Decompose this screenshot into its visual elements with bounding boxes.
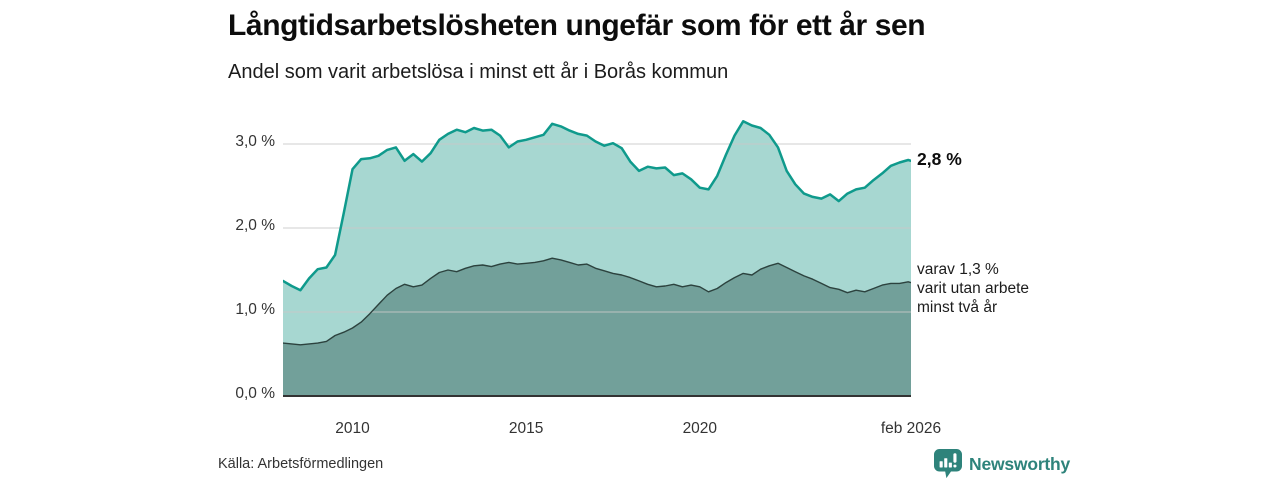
- x-tick-label: 2020: [682, 420, 718, 437]
- y-tick-label: 3,0 %: [235, 133, 275, 150]
- newsworthy-logo-icon: [934, 449, 962, 479]
- area-fill-1: [283, 258, 911, 396]
- x-tick-label: 2015: [508, 420, 544, 437]
- chart-title: Långtidsarbetslösheten ungefär som för e…: [228, 9, 926, 42]
- series-line: [283, 257, 911, 346]
- y-tick-label: 0,0 %: [235, 385, 275, 402]
- x-tick-label: feb 2026: [880, 420, 942, 437]
- area-chart-svg: [283, 120, 911, 397]
- newsworthy-brand-link[interactable]: Newsworthy: [934, 449, 1070, 479]
- source-note: Källa: Arbetsförmedlingen: [218, 456, 384, 472]
- y-tick-label: 2,0 %: [235, 217, 275, 234]
- series-line: [283, 120, 911, 292]
- chart-subtitle: Andel som varit arbetslösa i minst ett å…: [228, 61, 729, 83]
- gridlines: [283, 143, 911, 313]
- series-area-fills: [283, 121, 911, 397]
- series-lines: [283, 120, 911, 346]
- y-tick-label: 1,0 %: [235, 301, 275, 318]
- brand-name: Newsworthy: [969, 453, 1071, 474]
- x-tick-label: 2010: [335, 420, 370, 437]
- annotation-latest-value: 2,8 %: [917, 148, 962, 169]
- annotation-subseries: varav 1,3 % varit utan arbete minst två år: [917, 260, 1029, 317]
- annotation-line: varav 1,3 %: [917, 260, 999, 278]
- annotation-line: varit utan arbete: [917, 279, 1030, 297]
- annotation-line: minst två år: [917, 298, 998, 316]
